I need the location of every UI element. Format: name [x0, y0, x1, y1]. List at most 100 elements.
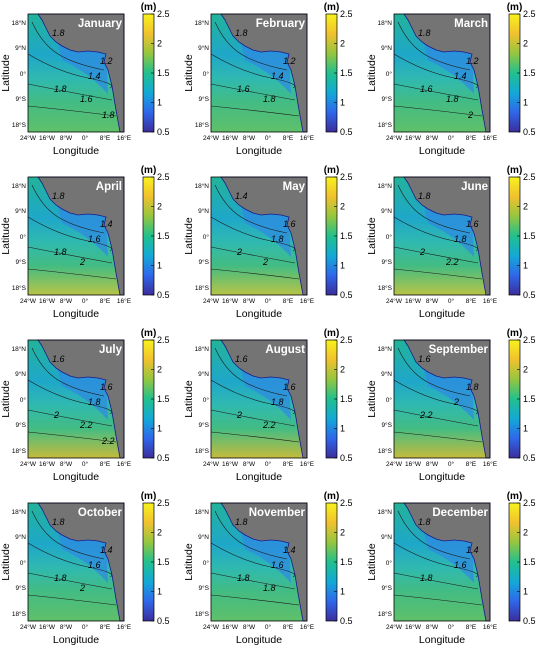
x-tick-label: 16°E — [117, 134, 132, 142]
month-label: July — [99, 344, 123, 356]
colorbar-tick-label: 1.5 — [523, 394, 536, 404]
contour-label: 2 — [453, 397, 459, 407]
colorbar-tick-label: 2.5 — [523, 9, 536, 19]
colorbar-tick-label: 1.5 — [523, 68, 536, 78]
contour-line — [397, 510, 471, 560]
x-axis-title: Longitude — [236, 471, 282, 483]
colorbar-unit: (m) — [507, 165, 523, 176]
y-tick-label: 0° — [203, 70, 210, 78]
map-frame — [393, 502, 491, 622]
map-panel-february: 1.8 1.2 1.4 1.6 1.8 February 18°N 9°N 0° 9°S 18°S 2… — [183, 0, 366, 162]
contour-line — [393, 542, 478, 578]
month-label: June — [461, 181, 488, 193]
y-tick-label: 18°N — [11, 182, 26, 190]
contour-label: 1.6 — [271, 560, 284, 570]
y-axis-title: Latitude — [183, 380, 195, 418]
colorbar-tick-label: 1 — [340, 98, 345, 108]
x-tick-label: 24°W — [20, 297, 37, 305]
y-tick-label: 9°S — [198, 95, 209, 103]
map-panel-june: 1.8 1.6 1.8 2 2.2 June 18°N 9°N 0° 9°S 18°S 24°W 16°… — [366, 163, 549, 325]
y-axis-title: Latitude — [183, 54, 195, 92]
y-tick-label: 9°S — [381, 95, 392, 103]
y-tick-label: 18°N — [194, 345, 209, 353]
colorbar-tick-label: 1.5 — [523, 557, 536, 567]
month-label: December — [432, 507, 488, 519]
y-tick-label: 9°S — [15, 95, 26, 103]
colorbar-tick-label: 0.5 — [340, 616, 353, 626]
colorbar-unit: (m) — [324, 2, 340, 13]
map-frame — [393, 176, 491, 296]
contour-line — [393, 216, 478, 252]
x-axis-title: Longitude — [53, 471, 99, 483]
contour-label: 1.4 — [283, 545, 296, 555]
x-tick-label: 24°W — [20, 623, 37, 631]
contour-label: 1.6 — [418, 354, 431, 364]
contour-label: 2.2 — [419, 410, 433, 420]
x-axis-title: Longitude — [236, 634, 282, 646]
colorbar-tick-label: 2.5 — [340, 172, 353, 182]
y-tick-label: 9°S — [15, 584, 26, 592]
x-tick-label: 24°W — [20, 460, 37, 468]
y-axis-title: Latitude — [366, 380, 378, 418]
contour-line — [393, 83, 479, 101]
y-tick-label: 9°N — [381, 533, 392, 541]
colorbar-tick-label: 2 — [523, 202, 528, 212]
colorbar-unit: (m) — [141, 491, 157, 502]
colorbar-tick-label: 2 — [340, 39, 345, 49]
low-height-region — [241, 206, 291, 257]
y-tick-label: 0° — [20, 233, 27, 241]
map-panel-may: 1.4 1.6 1.8 2 2 May 18°N 9°N 0° 9°S 18°S 24°W 16°W 8°… — [183, 163, 366, 325]
y-tick-label: 18°S — [378, 284, 393, 292]
y-tick-label: 9°S — [198, 584, 209, 592]
colorbar-tick-label: 0.5 — [157, 290, 170, 300]
colorbar-tick-label: 1.5 — [157, 557, 170, 567]
x-tick-label: 16°E — [483, 623, 498, 631]
x-axis-title: Longitude — [53, 145, 99, 157]
x-tick-label: 16°W — [39, 460, 56, 468]
contour-label: 1.8 — [271, 397, 284, 407]
map-svg: 1.81.21.41.81.61.8January18°N9°N0°9°S18°… — [0, 2, 170, 157]
contour-line — [210, 246, 296, 264]
contour-label: 2.2 — [101, 436, 115, 446]
x-tick-label: 8°W — [426, 134, 439, 142]
contour-label: 1.2 — [100, 56, 113, 66]
colorbar-tick-label: 2 — [340, 528, 345, 538]
contour-label: 1.6 — [420, 84, 433, 94]
colorbar-unit: (m) — [141, 328, 157, 339]
colorbar-unit: (m) — [324, 328, 340, 339]
contour-line — [210, 53, 295, 89]
colorbar-tick-label: 1 — [340, 261, 345, 271]
x-tick-label: 8°W — [60, 297, 73, 305]
low-height-region — [241, 43, 291, 94]
y-axis-title: Latitude — [0, 543, 12, 581]
y-tick-label: 0° — [20, 70, 27, 78]
contour-label: 2.2 — [445, 257, 459, 267]
y-tick-label: 9°N — [198, 44, 209, 52]
colorbar-unit: (m) — [324, 165, 340, 176]
colorbar-tick-label: 2 — [340, 365, 345, 375]
x-tick-label: 8°E — [466, 297, 477, 305]
colorbar-tick-label: 2.5 — [523, 172, 536, 182]
contour-line — [393, 409, 479, 427]
y-axis-title: Latitude — [0, 380, 12, 418]
contour-label: 1.6 — [235, 354, 248, 364]
colorbar-tick-label: 1 — [340, 587, 345, 597]
colorbar-tick-label: 1 — [157, 587, 162, 597]
contour-label: 1.8 — [271, 234, 284, 244]
x-tick-label: 24°W — [203, 134, 220, 142]
month-label: March — [454, 18, 488, 30]
contour-line — [393, 268, 483, 280]
y-tick-label: 9°S — [381, 258, 392, 266]
x-axis-title: Longitude — [419, 145, 465, 157]
contour-label: 1.8 — [418, 28, 431, 38]
contour-label: 1.6 — [80, 94, 93, 104]
low-height-region — [58, 43, 108, 94]
x-tick-label: 24°W — [386, 460, 403, 468]
y-axis-title: Latitude — [0, 54, 12, 92]
y-tick-label: 0° — [386, 559, 393, 567]
y-tick-label: 18°N — [377, 508, 392, 516]
y-tick-label: 18°S — [195, 284, 210, 292]
y-tick-label: 9°N — [198, 370, 209, 378]
